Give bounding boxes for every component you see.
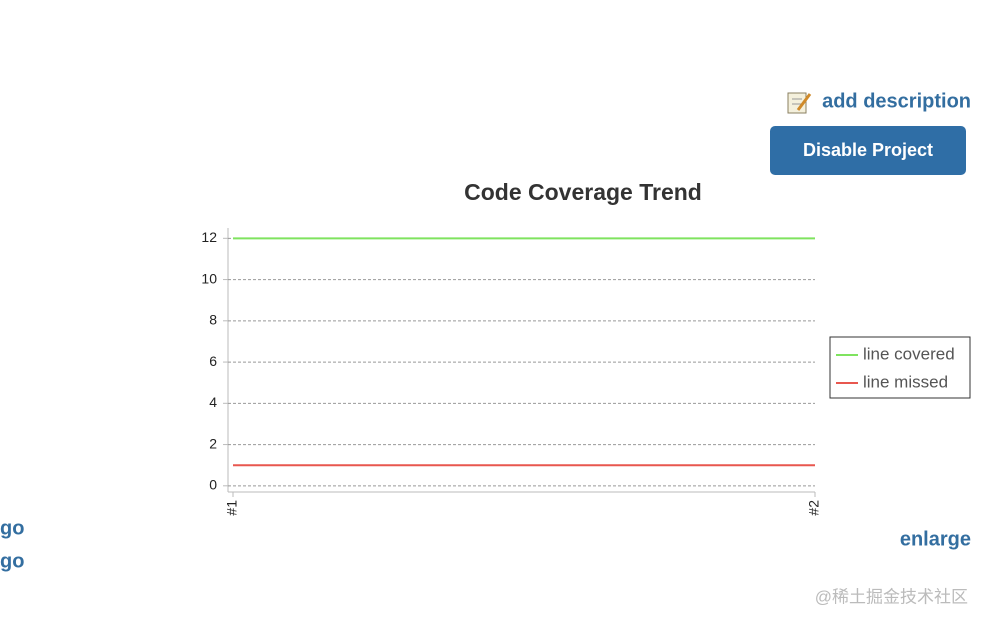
- y-tick-label: 8: [209, 312, 217, 328]
- side-link[interactable]: go: [0, 517, 24, 539]
- watermark: @稀土掘金技术社区: [815, 587, 968, 606]
- y-tick-label: 10: [201, 270, 217, 286]
- chart-title: Code Coverage Trend: [464, 179, 702, 205]
- legend-label: line covered: [863, 344, 955, 363]
- button-label[interactable]: Disable Project: [803, 140, 933, 160]
- y-tick-label: 4: [209, 394, 217, 410]
- x-tick-label: #1: [224, 500, 240, 516]
- y-tick-label: 6: [209, 353, 217, 369]
- legend: [829, 336, 971, 399]
- y-tick-label: 2: [209, 435, 217, 451]
- edit-icon: [787, 92, 812, 114]
- add-description-link[interactable]: add description: [822, 90, 971, 112]
- side-link[interactable]: go: [0, 550, 24, 572]
- enlarge-link[interactable]: enlarge: [900, 528, 971, 550]
- legend-label: line missed: [863, 372, 948, 391]
- y-tick-label: 12: [201, 229, 217, 245]
- disable-project-button[interactable]: [770, 126, 966, 175]
- y-tick-label: 0: [209, 477, 217, 493]
- x-tick-label: #2: [806, 500, 822, 516]
